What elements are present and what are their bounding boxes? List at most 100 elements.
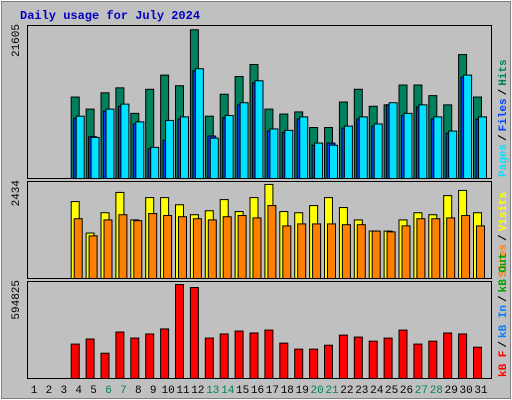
legend-entry: Files <box>498 98 510 131</box>
bar <box>368 340 378 380</box>
x-tick-label: 27 <box>415 385 428 397</box>
y-tick-label: 2434 <box>11 180 23 207</box>
bar <box>478 116 487 179</box>
legend-entry: Pages <box>498 144 510 177</box>
bar <box>403 112 413 179</box>
bar <box>297 223 307 280</box>
bar <box>254 80 264 179</box>
bar <box>398 329 408 379</box>
bar <box>461 215 471 279</box>
bar <box>443 332 453 380</box>
bar <box>446 217 456 280</box>
x-tick-label: 3 <box>60 385 67 397</box>
legend-entry: kB F <box>498 351 510 377</box>
x-tick-label: 13 <box>206 385 219 397</box>
bar <box>163 215 173 279</box>
y-tick-label: 21605 <box>11 24 23 57</box>
bar <box>269 128 279 180</box>
bar <box>219 333 229 379</box>
bar <box>267 205 277 279</box>
bar <box>192 218 202 280</box>
x-tick-label: 30 <box>459 385 472 397</box>
x-tick-label: 21 <box>325 385 339 397</box>
y-tick-label: 594825 <box>11 280 23 320</box>
x-tick-label: 2 <box>46 385 53 397</box>
bar <box>358 116 368 179</box>
bar <box>222 216 232 279</box>
bar <box>356 224 366 280</box>
x-tick-label: 20 <box>310 385 323 397</box>
bar <box>413 343 423 379</box>
x-tick-label: 26 <box>400 385 413 397</box>
legend-entry: Hits <box>498 59 510 85</box>
bar <box>73 218 83 280</box>
legend-separator: / <box>498 295 510 302</box>
bar <box>133 220 143 279</box>
bar <box>175 284 184 379</box>
x-tick-label: 14 <box>221 385 235 397</box>
bar <box>135 121 145 180</box>
bar <box>448 130 458 179</box>
bar <box>476 225 485 279</box>
bar <box>428 340 438 380</box>
x-tick-label: 25 <box>385 385 398 397</box>
bar <box>120 103 130 179</box>
bar <box>314 142 324 179</box>
bar <box>312 223 322 280</box>
bar <box>103 219 113 279</box>
bar <box>118 214 128 279</box>
bar <box>145 333 155 379</box>
bar <box>130 337 140 380</box>
legend-entry: kB In <box>498 305 510 338</box>
bar <box>85 338 95 379</box>
bar <box>105 108 115 179</box>
bar <box>249 332 259 380</box>
bar <box>327 223 336 280</box>
x-tick-label: 29 <box>445 385 458 397</box>
bar <box>416 218 426 280</box>
x-tick-label: 17 <box>266 385 279 397</box>
bar <box>458 333 468 379</box>
bar <box>388 102 398 179</box>
bar <box>75 115 85 179</box>
bar <box>343 125 353 180</box>
bar <box>329 144 338 179</box>
x-tick-label: 19 <box>296 385 309 397</box>
legend-separator: / <box>498 88 510 95</box>
bar <box>473 346 482 379</box>
bar <box>239 102 249 179</box>
bar <box>279 342 289 380</box>
bar <box>189 287 199 379</box>
bar <box>309 348 319 379</box>
bar <box>148 213 158 280</box>
bar <box>386 231 396 279</box>
legend: kB F / kB In / kB Out <box>498 253 510 377</box>
bar <box>284 129 294 180</box>
bar <box>160 328 170 379</box>
x-tick-label: 24 <box>370 385 384 397</box>
legend-entry: kB Out <box>498 253 510 293</box>
chart-title: Daily usage for July 2024 <box>20 9 200 23</box>
bar <box>100 352 110 380</box>
x-tick-label: 9 <box>150 385 157 397</box>
bar <box>264 329 274 379</box>
bar <box>383 337 393 380</box>
x-tick-label: 6 <box>105 385 112 397</box>
x-tick-label: 31 <box>474 385 488 397</box>
bar <box>70 343 80 379</box>
bar <box>371 230 381 279</box>
bar <box>224 114 234 179</box>
x-tick-label: 1 <box>31 385 38 397</box>
bar <box>433 116 443 179</box>
bar <box>294 348 304 379</box>
bar <box>353 336 363 379</box>
bar <box>463 74 473 179</box>
bar <box>165 119 175 179</box>
x-tick-label: 18 <box>281 385 294 397</box>
bar <box>324 344 333 379</box>
bar <box>115 331 125 379</box>
bar <box>401 225 411 279</box>
legend-separator: / <box>498 234 510 241</box>
